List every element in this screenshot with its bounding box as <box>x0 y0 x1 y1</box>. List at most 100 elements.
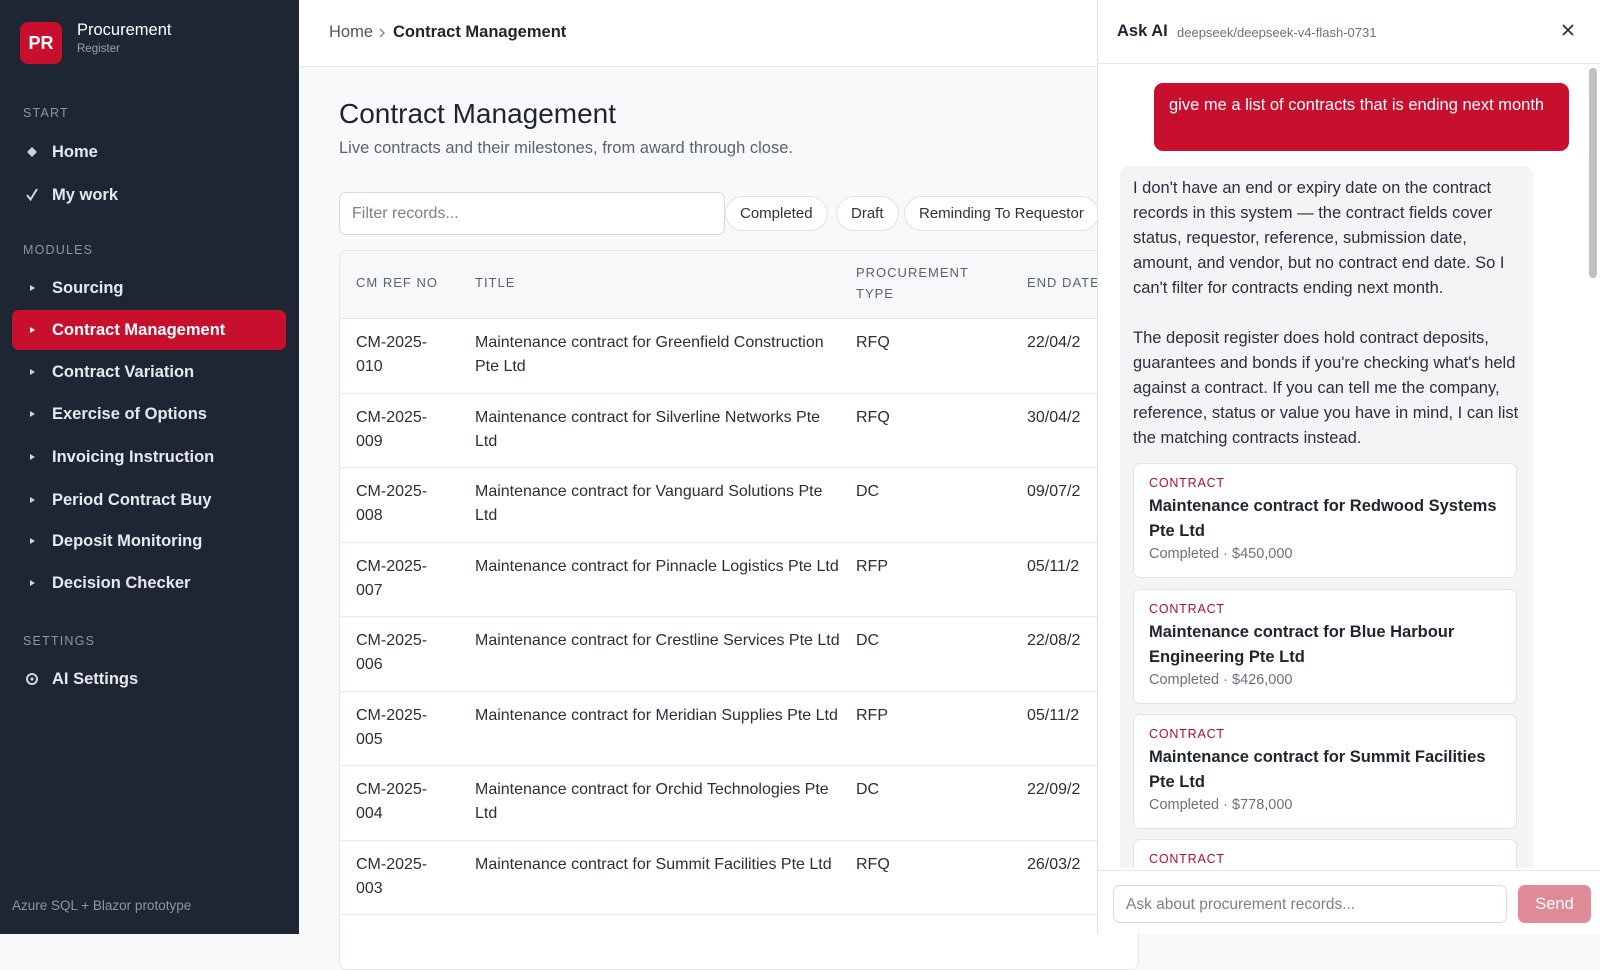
nav-label: AI Settings <box>52 669 139 688</box>
nav-label: Deposit Monitoring <box>52 531 203 550</box>
nav-label: Sourcing <box>52 278 124 297</box>
card-kind: CONTRACT <box>1149 602 1225 616</box>
chat-input[interactable]: Ask about procurement records... <box>1113 885 1507 923</box>
table-cell: 05/11/2 <box>1027 706 1080 724</box>
table: CM REF NO TITLE PROCUREMENT TYPE END DATE CM… <box>339 250 1139 970</box>
table-cell: RFQ <box>856 408 890 426</box>
table-cell: CM-2025-007 <box>356 557 428 599</box>
column-header: TITLE <box>475 275 516 290</box>
nav-item[interactable]: Contract Management <box>12 310 286 350</box>
card-kind: CONTRACT <box>1149 727 1225 741</box>
nav-item[interactable]: My work <box>12 175 286 215</box>
table-cell: Maintenance contract for Summit Faciliti… <box>475 855 832 873</box>
nav-icon <box>30 580 35 586</box>
divider <box>1098 870 1600 871</box>
breadcrumb-separator <box>379 28 385 38</box>
brand-sub: Register <box>77 43 120 55</box>
column-header: CM REF NO <box>356 275 438 290</box>
nav-icon <box>30 411 35 417</box>
result-card[interactable]: CONTRACT Maintenance contract for Summit … <box>1133 714 1517 829</box>
table-cell: CM-2025-009 <box>356 408 428 450</box>
nav-item[interactable]: Deposit Monitoring <box>12 521 286 561</box>
table-row[interactable]: CM-2025-004 Maintenance contract for Orch… <box>340 766 1138 841</box>
result-card[interactable]: CONTRACT <box>1133 839 1517 868</box>
table-row[interactable]: CM-2025-005 Maintenance contract for Meri… <box>340 692 1138 766</box>
nav-label: My work <box>52 185 119 204</box>
breadcrumb-link[interactable]: Home <box>329 23 374 41</box>
header: Home Contract Management <box>299 0 1097 67</box>
nav-label: Decision Checker <box>52 573 191 592</box>
nav-label: Contract Management <box>52 320 226 339</box>
reply-paragraph: The deposit register does hold contract … <box>1133 329 1519 447</box>
breadcrumb-current: Contract Management <box>393 23 567 41</box>
page-title: Contract Management <box>339 98 617 129</box>
table-cell: CM-2025-010 <box>356 334 428 375</box>
nav-item[interactable]: Decision Checker <box>12 563 286 603</box>
brand-name: Procurement <box>77 21 172 39</box>
table-row[interactable]: CM-2025-010 Maintenance contract for Gree… <box>340 319 1138 394</box>
nav-item[interactable]: Exercise of Options <box>12 394 286 434</box>
table-cell: DC <box>856 781 880 798</box>
table-header-bg <box>340 251 1138 319</box>
table-cell: RFP <box>856 557 888 575</box>
table-cell: Maintenance contract for Crestline Servi… <box>475 632 840 649</box>
table-cell: RFP <box>856 706 888 724</box>
table-cell: 30/04/2 <box>1027 408 1081 426</box>
table-cell: Maintenance contract for Meridian Suppli… <box>475 706 838 724</box>
nav-icon <box>27 147 37 157</box>
table-cell: Maintenance contract for Pinnacle Logist… <box>475 557 839 575</box>
table-row[interactable]: CM-2025-003 Maintenance contract for Summ… <box>340 841 1138 915</box>
table-cell: 22/08/2 <box>1027 632 1081 649</box>
nav-icon <box>26 188 38 202</box>
ai-panel: Ask AI deepseek/deepseek-v4-flash-0731 g… <box>1097 0 1600 934</box>
card-kind: CONTRACT <box>1149 852 1225 866</box>
filter-input[interactable]: Filter records... <box>339 192 725 235</box>
table-cell: Maintenance contract for Greenfield Cons… <box>475 334 824 375</box>
filter-chip[interactable]: Completed <box>725 196 828 231</box>
table-cell: CM-2025-005 <box>356 706 428 748</box>
nav-item[interactable]: AI Settings <box>12 659 286 699</box>
table-row[interactable]: CM-2025-009 Maintenance contract for Silv… <box>340 394 1138 468</box>
table-cell: Maintenance contract for Orchid Technolo… <box>475 781 829 822</box>
card-meta: Completed · $450,000 <box>1149 546 1293 562</box>
close-button[interactable] <box>1562 24 1574 36</box>
nav-item[interactable]: Period Contract Buy <box>12 480 286 520</box>
nav-icon <box>30 497 35 503</box>
table-cell: 22/04/2 <box>1027 334 1081 351</box>
table-row[interactable]: CM-2025-006 Maintenance contract for Cres… <box>340 617 1138 692</box>
result-card[interactable]: CONTRACT Maintenance contract for Blue Ha… <box>1133 589 1517 704</box>
table-row[interactable]: CM-2025-008 Maintenance contract for Vang… <box>340 468 1138 543</box>
table-cell: Maintenance contract for Silverline Netw… <box>475 408 821 450</box>
table-cell: RFQ <box>856 855 890 873</box>
nav-item[interactable]: Home <box>12 132 286 172</box>
scrollbar-thumb[interactable] <box>1589 68 1597 278</box>
card-title: Maintenance contract for Summit Faciliti… <box>1149 748 1486 791</box>
filter-chip[interactable]: Draft <box>836 196 899 231</box>
card-title: Maintenance contract for Blue Harbour En… <box>1149 623 1455 666</box>
table-cell: DC <box>856 632 880 649</box>
nav-icon <box>30 327 35 333</box>
nav-label: Contract Variation <box>52 362 195 381</box>
table-cell: 26/03/2 <box>1027 855 1081 873</box>
sidebar: PR Procurement Register Azure SQL + Blaz… <box>0 0 299 934</box>
page-subtitle: Live contracts and their milestones, fro… <box>339 139 793 157</box>
table-cell: DC <box>856 483 880 500</box>
nav-item[interactable]: Invoicing Instruction <box>12 437 286 477</box>
table-cell: Maintenance contract for Vanguard Soluti… <box>475 483 823 524</box>
table-cell: CM-2025-004 <box>356 781 428 822</box>
nav-label: Invoicing Instruction <box>52 447 215 466</box>
main: Home Contract Management Contract Manage… <box>299 0 1139 970</box>
send-button[interactable]: Send <box>1518 885 1591 923</box>
nav-item[interactable]: Sourcing <box>12 268 286 308</box>
nav-section-label: MODULES <box>23 243 94 257</box>
table-cell: 05/11/2 <box>1027 557 1080 575</box>
filter-chip[interactable]: Reminding To Requestor <box>904 196 1099 231</box>
card-meta: Completed · $426,000 <box>1149 672 1293 688</box>
result-card[interactable]: CONTRACT Maintenance contract for Redwood… <box>1133 463 1517 578</box>
nav-item[interactable]: Contract Variation <box>12 352 286 392</box>
nav-label: Home <box>52 142 98 161</box>
table-cell: 22/09/2 <box>1027 781 1081 798</box>
table-row[interactable]: CM-2025-007 Maintenance contract for Pinn… <box>340 543 1138 617</box>
table-cell: RFQ <box>856 334 890 351</box>
messages: give me a list of contracts that is endi… <box>1098 64 1588 868</box>
